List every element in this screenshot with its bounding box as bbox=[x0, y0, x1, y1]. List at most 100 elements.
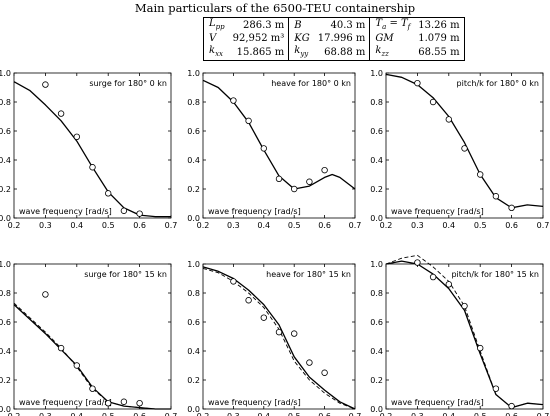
particular-value: 286.3 m bbox=[228, 17, 290, 33]
data-point bbox=[57, 344, 65, 352]
data-point bbox=[275, 328, 283, 336]
y-tick-label: 0.4 bbox=[0, 156, 11, 165]
data-point bbox=[429, 98, 437, 106]
y-tick-label: 0.0 bbox=[370, 214, 383, 223]
x-tick-label: 0.2 bbox=[8, 221, 21, 230]
plot-frame bbox=[202, 72, 356, 219]
y-tick-label: 0.8 bbox=[370, 289, 383, 298]
particular-symbol: kxx bbox=[209, 45, 223, 58]
x-tick-label: 0.4 bbox=[70, 412, 83, 416]
data-point bbox=[445, 116, 452, 123]
data-point bbox=[120, 398, 128, 405]
x-axis-label: wave frequency [rad/s] bbox=[391, 398, 484, 407]
particular-value: 13.26 m bbox=[418, 19, 460, 31]
figure-title: Main particulars of the 6500-TEU contain… bbox=[134, 1, 416, 15]
x-tick-label: 0.3 bbox=[411, 412, 424, 416]
y-tick-label: 0.0 bbox=[0, 214, 11, 223]
particular-symbol: kyy bbox=[294, 45, 309, 58]
x-tick-label: 0.6 bbox=[133, 412, 146, 416]
data-point bbox=[230, 97, 237, 104]
y-tick-label: 0.2 bbox=[370, 376, 383, 385]
data-point bbox=[291, 330, 298, 337]
x-axis-label: wave frequency [rad/s] bbox=[19, 207, 112, 216]
data-point bbox=[89, 385, 96, 392]
data-point bbox=[445, 281, 452, 288]
particular-value: 15.865 m bbox=[228, 45, 290, 61]
data-point bbox=[461, 302, 468, 310]
particular-symbol: Ta = Tf bbox=[375, 18, 411, 31]
data-point bbox=[508, 204, 515, 212]
x-axis-label: wave frequency [rad/s] bbox=[391, 207, 484, 216]
data-point bbox=[492, 385, 500, 392]
data-point bbox=[477, 344, 484, 352]
y-tick-label: 0.6 bbox=[187, 318, 200, 327]
plot-frame bbox=[13, 72, 172, 219]
x-tick-label: 0.4 bbox=[257, 221, 270, 230]
x-tick-label: 0.7 bbox=[165, 221, 178, 230]
y-tick-label: 0.2 bbox=[0, 376, 11, 385]
particular-value: 40.3 m bbox=[313, 17, 371, 33]
x-tick-label: 0.5 bbox=[288, 221, 301, 230]
y-tick-label: 0.0 bbox=[187, 214, 200, 223]
y-tick-label: 0.4 bbox=[187, 347, 200, 356]
data-point bbox=[73, 133, 80, 140]
data-point bbox=[429, 273, 437, 281]
x-tick-label: 0.2 bbox=[380, 412, 393, 416]
solid-series-line bbox=[13, 81, 171, 218]
particular-symbol: kzz bbox=[375, 45, 389, 58]
data-point bbox=[104, 190, 112, 197]
x-tick-label: 0.6 bbox=[505, 412, 518, 416]
y-tick-label: 0.8 bbox=[370, 98, 383, 107]
x-tick-label: 0.2 bbox=[8, 412, 21, 416]
particular-value: 68.55 m bbox=[418, 46, 460, 58]
data-point bbox=[275, 175, 283, 183]
data-point bbox=[260, 145, 267, 152]
y-tick-label: 0.8 bbox=[0, 289, 11, 298]
data-point bbox=[230, 278, 237, 285]
panel-label: pitch/k for 180° 15 kn bbox=[451, 270, 539, 279]
particular-symbol: V bbox=[209, 33, 217, 44]
x-tick-label: 0.6 bbox=[133, 221, 146, 230]
y-tick-label: 0.6 bbox=[370, 127, 383, 136]
x-tick-label: 0.3 bbox=[227, 221, 240, 230]
data-point bbox=[89, 164, 96, 171]
particular-value: 1.079 m bbox=[418, 33, 460, 44]
panel-label: heave for 180° 15 kn bbox=[266, 270, 351, 279]
data-point bbox=[260, 314, 267, 321]
x-tick-label: 0.7 bbox=[165, 412, 178, 416]
x-tick-label: 0.3 bbox=[39, 412, 52, 416]
x-tick-label: 0.2 bbox=[380, 221, 393, 230]
data-point bbox=[291, 185, 298, 193]
data-point bbox=[136, 210, 143, 217]
x-tick-label: 0.2 bbox=[197, 412, 210, 416]
y-tick-label: 0.4 bbox=[370, 156, 383, 165]
data-point bbox=[73, 362, 80, 369]
panel-label: heave for 180° 0 kn bbox=[271, 79, 351, 88]
data-point bbox=[42, 81, 49, 88]
x-tick-label: 0.4 bbox=[257, 412, 270, 416]
y-tick-label: 0.0 bbox=[370, 405, 383, 414]
data-point bbox=[136, 400, 143, 407]
y-tick-label: 1.0 bbox=[0, 69, 11, 78]
y-tick-label: 0.4 bbox=[187, 156, 200, 165]
panel-label: surge for 180° 15 kn bbox=[84, 270, 167, 279]
data-point bbox=[492, 193, 500, 200]
particular-symbol: KG bbox=[294, 33, 310, 44]
y-tick-label: 0.0 bbox=[187, 405, 200, 414]
y-tick-label: 0.2 bbox=[0, 185, 11, 194]
data-point bbox=[477, 171, 484, 178]
particular-value: 92,952 m³ bbox=[228, 33, 290, 45]
x-axis-label: wave frequency [rad/s] bbox=[208, 398, 301, 407]
particular-symbol: B bbox=[294, 19, 302, 31]
y-tick-label: 1.0 bbox=[370, 69, 383, 78]
x-tick-label: 0.5 bbox=[474, 221, 487, 230]
x-tick-label: 0.4 bbox=[70, 221, 83, 230]
y-tick-label: 1.0 bbox=[187, 69, 200, 78]
y-tick-label: 1.0 bbox=[370, 260, 383, 269]
data-point bbox=[306, 178, 313, 185]
x-tick-label: 0.7 bbox=[537, 221, 550, 230]
plot-frame bbox=[385, 72, 544, 219]
data-point bbox=[321, 369, 328, 376]
data-point bbox=[508, 402, 515, 410]
